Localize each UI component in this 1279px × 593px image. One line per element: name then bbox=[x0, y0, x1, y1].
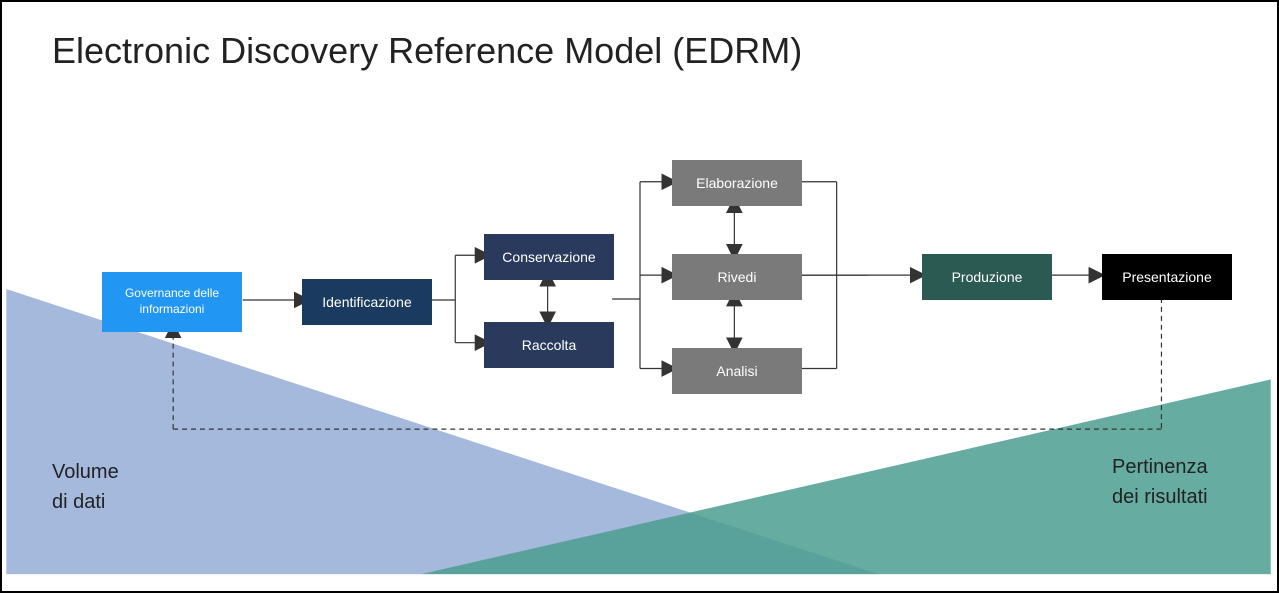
node-elab: Elaborazione bbox=[672, 160, 802, 206]
node-pres: Presentazione bbox=[1102, 254, 1232, 300]
node-anal: Analisi bbox=[672, 348, 802, 394]
node-prod: Produzione bbox=[922, 254, 1052, 300]
diagram-frame: Electronic Discovery Reference Model (ED… bbox=[0, 0, 1279, 593]
node-racc: Raccolta bbox=[484, 322, 614, 368]
node-riv: Rivedi bbox=[672, 254, 802, 300]
node-ident: Identificazione bbox=[302, 279, 432, 325]
node-cons: Conservazione bbox=[484, 234, 614, 280]
axis-label-volume: Volumedi dati bbox=[52, 457, 119, 517]
axis-label-pertinenza: Pertinenzadei risultati bbox=[1112, 452, 1208, 512]
node-gov: Governance delle informazioni bbox=[102, 272, 242, 332]
